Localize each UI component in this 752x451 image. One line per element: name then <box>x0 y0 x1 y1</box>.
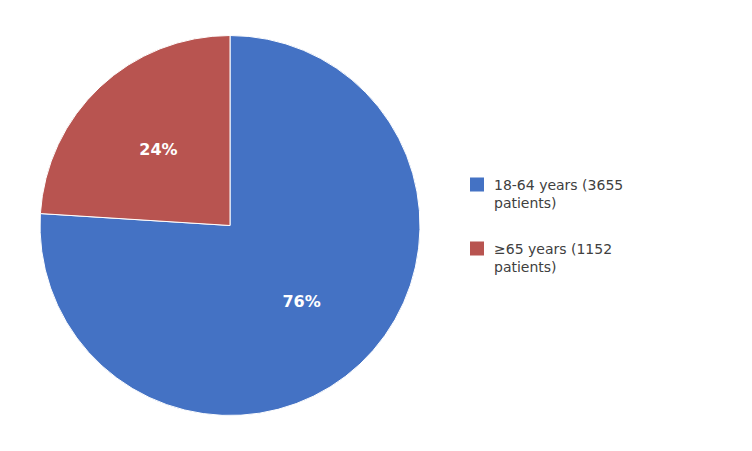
legend-swatch <box>470 242 484 256</box>
data-label: 24% <box>139 140 177 159</box>
slices <box>40 36 420 416</box>
legend-label: 18-64 years (3655patients) <box>494 177 623 211</box>
legend: 18-64 years (3655patients) ≥65 years (115… <box>470 177 623 275</box>
chart-container: 76% 24% 18-64 years (3655patients) ≥65 year… <box>0 0 752 451</box>
legend-swatch <box>470 178 484 192</box>
chart: 76% 24% 18-64 years (3655patients) ≥65 year… <box>0 0 752 451</box>
data-label: 76% <box>282 292 320 311</box>
legend-label: ≥65 years (1152patients) <box>494 241 612 275</box>
pie-slice <box>40 36 420 416</box>
data-labels: 76% 24% <box>139 140 320 311</box>
pie-slice <box>40 36 230 226</box>
